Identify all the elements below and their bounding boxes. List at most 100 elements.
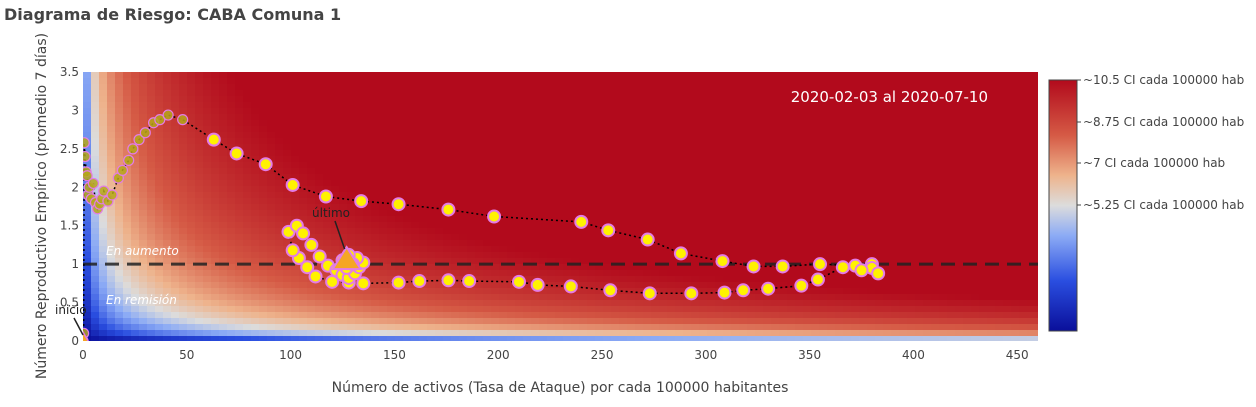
heatmap-cell [419, 174, 428, 181]
heatmap-cell [763, 90, 772, 97]
heatmap-cell [635, 72, 644, 79]
heatmap-cell [843, 84, 852, 91]
heatmap-cell [947, 204, 956, 211]
heatmap-cell [675, 150, 684, 157]
heatmap-cell [699, 90, 708, 97]
heatmap-cell [675, 264, 684, 271]
heatmap-cell [667, 252, 676, 259]
heatmap-cell [947, 228, 956, 235]
heatmap-cell [339, 132, 348, 139]
heatmap-cell [923, 240, 932, 247]
heatmap-cell [355, 102, 364, 109]
heatmap-cell [259, 144, 268, 151]
heatmap-cell [403, 234, 412, 241]
heatmap-cell [939, 150, 948, 157]
heatmap-cell [419, 186, 428, 193]
heatmap-cell [155, 156, 164, 163]
heatmap-cell [787, 108, 796, 115]
heatmap-cell [451, 312, 460, 319]
heatmap-cell [147, 306, 156, 313]
heatmap-cell [747, 222, 756, 229]
heatmap-cell [275, 246, 284, 253]
heatmap-cell [195, 312, 204, 319]
heatmap-cell [475, 288, 484, 295]
heatmap-cell [867, 120, 876, 127]
heatmap-cell [331, 324, 340, 331]
heatmap-cell [555, 174, 564, 181]
heatmap-cell [467, 144, 476, 151]
heatmap-cell [187, 72, 196, 79]
heatmap-cell [843, 228, 852, 235]
heatmap-cell [859, 132, 868, 139]
heatmap-cell [363, 246, 372, 253]
heatmap-cell [419, 216, 428, 223]
heatmap-cell [219, 312, 228, 319]
heatmap-cell [963, 312, 972, 319]
heatmap-cell [883, 168, 892, 175]
heatmap-cell [779, 240, 788, 247]
heatmap-cell [147, 282, 156, 289]
heatmap-cell [755, 198, 764, 205]
heatmap-cell [115, 234, 124, 241]
heatmap-cell [107, 78, 116, 85]
heatmap-cell [611, 162, 620, 169]
heatmap-cell [403, 126, 412, 133]
heatmap-cell [899, 108, 908, 115]
heatmap-cell [203, 180, 212, 187]
heatmap-cell [739, 210, 748, 217]
heatmap-cell [179, 240, 188, 247]
heatmap-cell [243, 180, 252, 187]
heatmap-cell [291, 126, 300, 133]
heatmap-cell [699, 246, 708, 253]
heatmap-cell [891, 138, 900, 145]
heatmap-cell [499, 324, 508, 331]
heatmap-cell [395, 210, 404, 217]
heatmap-cell [419, 264, 428, 271]
heatmap-cell [787, 126, 796, 133]
heatmap-cell [339, 186, 348, 193]
heatmap-cell [491, 318, 500, 325]
heatmap-cell [235, 234, 244, 241]
heatmap-cell [315, 204, 324, 211]
heatmap-cell [891, 288, 900, 295]
heatmap-cell [643, 324, 652, 331]
heatmap-cell [251, 192, 260, 199]
heatmap-cell [91, 114, 100, 121]
heatmap-cell [435, 300, 444, 307]
heatmap-cell [363, 174, 372, 181]
heatmap-cell [291, 168, 300, 175]
heatmap-cell [939, 264, 948, 271]
heatmap-cell [387, 204, 396, 211]
heatmap-cell [379, 90, 388, 97]
heatmap-cell [715, 312, 724, 319]
heatmap-cell [171, 108, 180, 115]
heatmap-cell [371, 174, 380, 181]
heatmap-cell [803, 78, 812, 85]
heatmap-cell [771, 258, 780, 265]
heatmap-cell [235, 90, 244, 97]
heatmap-cell [731, 180, 740, 187]
heatmap-cell [603, 210, 612, 217]
heatmap-cell [275, 162, 284, 169]
heatmap-cell [899, 144, 908, 151]
heatmap-cell [435, 210, 444, 217]
heatmap-cell [243, 312, 252, 319]
heatmap-cell [699, 126, 708, 133]
heatmap-cell [779, 234, 788, 241]
heatmap-cell [235, 264, 244, 271]
heatmap-cell [435, 228, 444, 235]
heatmap-cell [491, 306, 500, 313]
heatmap-cell [299, 288, 308, 295]
heatmap-cell [227, 186, 236, 193]
heatmap-cell [235, 174, 244, 181]
heatmap-cell [163, 144, 172, 151]
heatmap-cell [403, 312, 412, 319]
heatmap-cell [603, 84, 612, 91]
heatmap-cell [859, 162, 868, 169]
heatmap-cell [355, 240, 364, 247]
heatmap-cell [683, 210, 692, 217]
heatmap-cell [203, 324, 212, 331]
heatmap-cell [651, 72, 660, 79]
heatmap-cell [499, 114, 508, 121]
heatmap-cell [595, 108, 604, 115]
